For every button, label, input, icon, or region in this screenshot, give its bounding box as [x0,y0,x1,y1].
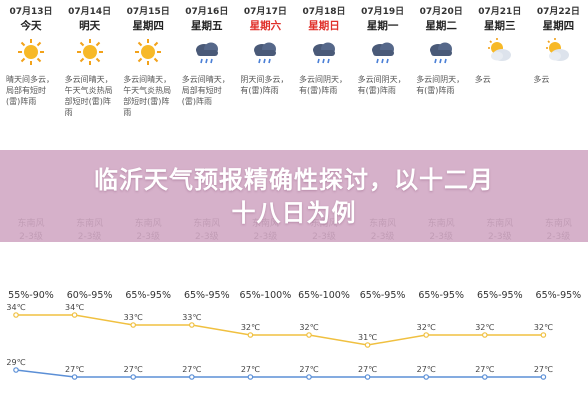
day-of-week: 星期三 [484,20,516,32]
day-date: 07月22日 [536,7,580,17]
day-date: 07月20日 [419,7,463,17]
low-temp-point [364,374,371,380]
page-title: 临沂天气预报精确性探讨，以十二月 十八日为例 [0,164,588,230]
high-temp-label: 32℃ [299,323,318,332]
low-temp-label: 27℃ [358,365,377,374]
day-of-week: 星期二 [425,20,457,32]
high-temp-line [16,314,544,346]
high-temp-label: 31℃ [358,333,377,342]
low-temp-point [130,374,137,380]
cloud-rain-icon [368,37,398,67]
sun-icon [16,37,46,67]
day-date: 07月21日 [478,7,522,17]
cloud-rain-icon [426,37,456,67]
low-temp-point [71,374,78,380]
high-temp-label: 33℃ [182,313,201,322]
weather-description: 多云间阴天，有(雷)阵雨 [299,75,347,95]
partly-cloudy-icon [485,37,515,67]
high-temp-point [247,332,254,338]
weather-description: 多云间晴天，午天气炎热局部短时(雷)阵雨 [64,75,113,117]
high-temp-label: 32℃ [534,323,553,332]
high-temp-point [189,322,195,328]
low-temp-label: 27℃ [299,365,318,374]
high-temp-label: 34℃ [65,303,84,312]
low-temp-point [247,374,254,380]
low-temp-label: 27℃ [241,365,260,374]
day-date: 07月15日 [126,7,170,17]
high-temp-point [71,312,78,318]
high-temp-label: 33℃ [124,313,143,322]
low-temp-label: 27℃ [124,365,143,374]
humidity-range: 65%-95% [125,290,172,301]
title-banner [0,150,588,242]
humidity-range: 65%-100% [298,290,350,301]
low-temp-point [540,374,547,380]
high-temp-point [423,332,430,338]
weather-description: 多云间晴天，午天气炎热局部短时(雷)阵雨 [123,75,172,117]
low-temp-point [306,374,312,380]
high-temp-label: 32℃ [241,323,260,332]
day-date: 07月13日 [9,7,53,17]
low-temp-point [481,374,488,380]
high-temp-label: 32℃ [475,323,494,332]
low-temp-label: 29℃ [6,358,25,367]
low-temp-point [189,374,195,380]
weather-description: 多云间晴天，局部有短时(雷)阵雨 [181,75,230,106]
day-of-week: 明天 [79,20,101,32]
day-date: 07月19日 [361,7,405,17]
weather-description: 多云 [474,75,491,84]
weather-description: 多云间阴天，有(雷)阵雨 [357,75,406,95]
low-temp-label: 27℃ [475,365,494,374]
low-temp-label: 27℃ [534,365,553,374]
partly-cloudy-icon [543,37,573,67]
day-of-week: 星期四 [542,20,575,32]
weather-description: 多云间阴天，有(雷)阵雨 [416,75,465,95]
day-of-week: 星期四 [132,20,164,32]
low-temp-label: 27℃ [65,365,84,374]
day-of-week: 星期日 [308,20,340,32]
high-temp-label: 32℃ [417,323,436,332]
temperature-chart: 34℃ 34℃ 33℃ 33℃ 32℃ 32℃ 31℃ 32℃ 32℃ 32℃ 29℃ 27℃ 27℃ 2… [6,303,553,380]
title-line-2: 十八日为例 [231,199,357,227]
low-temp-label: 27℃ [182,365,201,374]
day-date: 07月18日 [302,7,346,17]
weather-description: 晴天间多云，局部有短时(雷)阵雨 [6,75,54,106]
day-of-week: 星期五 [191,20,223,32]
humidity-range: 65%-95% [535,290,582,301]
humidity-range: 65%-95% [183,290,230,301]
weather-description: 多云 [533,75,550,84]
high-temp-label: 34℃ [6,303,25,312]
humidity-range: 60%-95% [66,290,113,301]
low-temp-point [13,367,19,373]
high-temp-point [13,312,19,318]
high-temp-point [364,342,371,348]
humidity-range: 65%-95% [359,290,406,301]
sun-icon [75,37,105,67]
humidity-range: 55%-90% [8,290,54,301]
cloud-rain-icon [192,37,222,67]
low-temp-line [15,369,544,378]
day-of-week: 今天 [20,20,42,32]
high-temp-point [130,322,137,328]
weather-description: 阴天间多云，有(雷)阵雨 [240,75,289,95]
sun-icon [133,37,163,67]
day-of-week: 星期一 [366,20,399,32]
title-line-1: 临沂天气预报精确性探讨，以十二月 [94,166,494,194]
humidity-range: 65%-100% [239,290,292,301]
humidity-range: 65%-95% [418,290,465,301]
high-temp-point [306,332,312,338]
day-date: 07月14日 [68,7,112,17]
low-temp-label: 27℃ [417,365,436,374]
high-temp-point [481,332,488,338]
day-date: 07月16日 [185,7,229,17]
day-of-week: 星期六 [249,20,282,32]
low-temp-point [423,374,430,380]
cloud-rain-icon [309,37,339,67]
humidity-range: 65%-95% [476,290,523,301]
day-date: 07月17日 [243,7,287,17]
cloud-rain-icon [250,37,280,67]
high-temp-point [540,332,547,338]
